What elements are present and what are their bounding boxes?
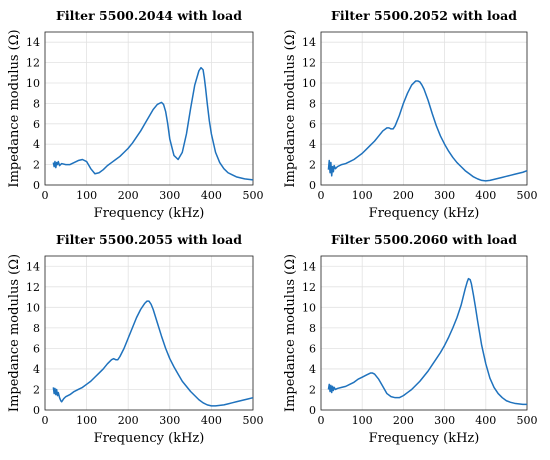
y-tick-label: 4 bbox=[33, 363, 40, 376]
chart-title: Filter 5500.2055 with load bbox=[56, 232, 242, 247]
x-axis-label: Frequency (kHz) bbox=[369, 206, 480, 221]
y-tick-label: 2 bbox=[309, 159, 316, 172]
chart-title: Filter 5500.2052 with load bbox=[331, 8, 517, 23]
x-tick-label: 0 bbox=[318, 414, 325, 427]
y-tick-label: 14 bbox=[26, 36, 40, 49]
x-tick-label: 200 bbox=[118, 414, 139, 427]
y-tick-label: 8 bbox=[309, 97, 316, 110]
x-tick-label: 200 bbox=[393, 189, 414, 202]
x-axis-label: Frequency (kHz) bbox=[94, 431, 205, 446]
y-tick-label: 12 bbox=[302, 57, 316, 70]
series-line bbox=[327, 80, 528, 182]
y-axis-label: Impedance modulus (Ω) bbox=[283, 29, 298, 187]
chart-title: Filter 5500.2060 with load bbox=[331, 232, 517, 247]
plot-frame bbox=[44, 255, 254, 411]
y-tick-label: 12 bbox=[26, 57, 40, 70]
x-tick-label: 400 bbox=[475, 414, 496, 427]
plot-frame bbox=[320, 31, 528, 186]
x-tick-label: 400 bbox=[201, 189, 222, 202]
y-tick-label: 14 bbox=[302, 36, 316, 49]
x-tick-label: 200 bbox=[393, 414, 414, 427]
y-tick-label: 10 bbox=[26, 77, 40, 90]
plot-frame bbox=[44, 31, 254, 186]
y-tick-label: 14 bbox=[302, 260, 316, 273]
y-tick-label: 2 bbox=[309, 383, 316, 396]
y-tick-label: 12 bbox=[26, 281, 40, 294]
y-axis-label: Impedance modulus (Ω) bbox=[7, 254, 22, 412]
x-tick-label: 300 bbox=[434, 414, 455, 427]
y-tick-label: 6 bbox=[33, 118, 40, 131]
y-tick-label: 4 bbox=[33, 138, 40, 151]
x-tick-label: 100 bbox=[76, 414, 97, 427]
x-axis-label: Frequency (kHz) bbox=[369, 431, 480, 446]
y-tick-label: 6 bbox=[309, 118, 316, 131]
y-tick-label: 6 bbox=[309, 342, 316, 355]
y-tick-label: 8 bbox=[33, 322, 40, 335]
y-tick-label: 0 bbox=[309, 179, 316, 192]
x-tick-label: 0 bbox=[42, 414, 49, 427]
x-tick-label: 400 bbox=[475, 189, 496, 202]
x-tick-label: 400 bbox=[201, 414, 222, 427]
x-tick-label: 0 bbox=[42, 189, 49, 202]
y-tick-label: 2 bbox=[33, 383, 40, 396]
x-tick-label: 300 bbox=[434, 189, 455, 202]
y-tick-label: 0 bbox=[33, 179, 40, 192]
x-tick-label: 500 bbox=[517, 414, 538, 427]
plot-frame bbox=[320, 255, 528, 411]
chart-panel-2: 0 100 200 300 400 500 0 2 4 6 8 10 12 14 Filter 5500.2… bbox=[283, 8, 538, 221]
chart-title: Filter 5500.2044 with load bbox=[56, 8, 242, 23]
x-tick-label: 100 bbox=[76, 189, 97, 202]
y-tick-label: 14 bbox=[26, 260, 40, 273]
x-tick-label: 300 bbox=[159, 414, 180, 427]
x-tick-label: 0 bbox=[318, 189, 325, 202]
x-tick-label: 500 bbox=[243, 414, 264, 427]
y-tick-label: 0 bbox=[33, 404, 40, 417]
x-tick-label: 100 bbox=[352, 189, 373, 202]
y-axis-label: Impedance modulus (Ω) bbox=[7, 29, 22, 187]
y-tick-label: 10 bbox=[302, 301, 316, 314]
y-tick-label: 2 bbox=[33, 159, 40, 172]
series-line bbox=[327, 277, 527, 406]
x-tick-label: 500 bbox=[517, 189, 538, 202]
chart-panel-3: 0 100 200 300 400 500 0 2 4 6 8 10 12 14 Filter 5500.2… bbox=[7, 232, 264, 446]
series-line bbox=[52, 300, 254, 407]
y-tick-label: 8 bbox=[309, 322, 316, 335]
y-tick-label: 10 bbox=[302, 77, 316, 90]
series-line bbox=[52, 66, 254, 181]
y-tick-label: 4 bbox=[309, 138, 316, 151]
x-tick-label: 500 bbox=[243, 189, 264, 202]
chart-panel-4: 0 100 200 300 400 500 0 2 4 6 8 10 12 14 Filter 5500.2… bbox=[283, 232, 538, 446]
x-tick-label: 200 bbox=[118, 189, 139, 202]
y-tick-label: 6 bbox=[33, 342, 40, 355]
chart-panel-1: 0 100 200 300 400 500 0 2 4 6 8 10 12 14 Filter 5500.2… bbox=[7, 8, 264, 221]
y-tick-label: 10 bbox=[26, 301, 40, 314]
x-tick-label: 100 bbox=[352, 414, 373, 427]
y-tick-label: 8 bbox=[33, 97, 40, 110]
y-tick-label: 0 bbox=[309, 404, 316, 417]
y-tick-label: 4 bbox=[309, 363, 316, 376]
y-axis-label: Impedance modulus (Ω) bbox=[283, 254, 298, 412]
x-axis-label: Frequency (kHz) bbox=[94, 206, 205, 221]
x-tick-label: 300 bbox=[159, 189, 180, 202]
y-tick-label: 12 bbox=[302, 281, 316, 294]
